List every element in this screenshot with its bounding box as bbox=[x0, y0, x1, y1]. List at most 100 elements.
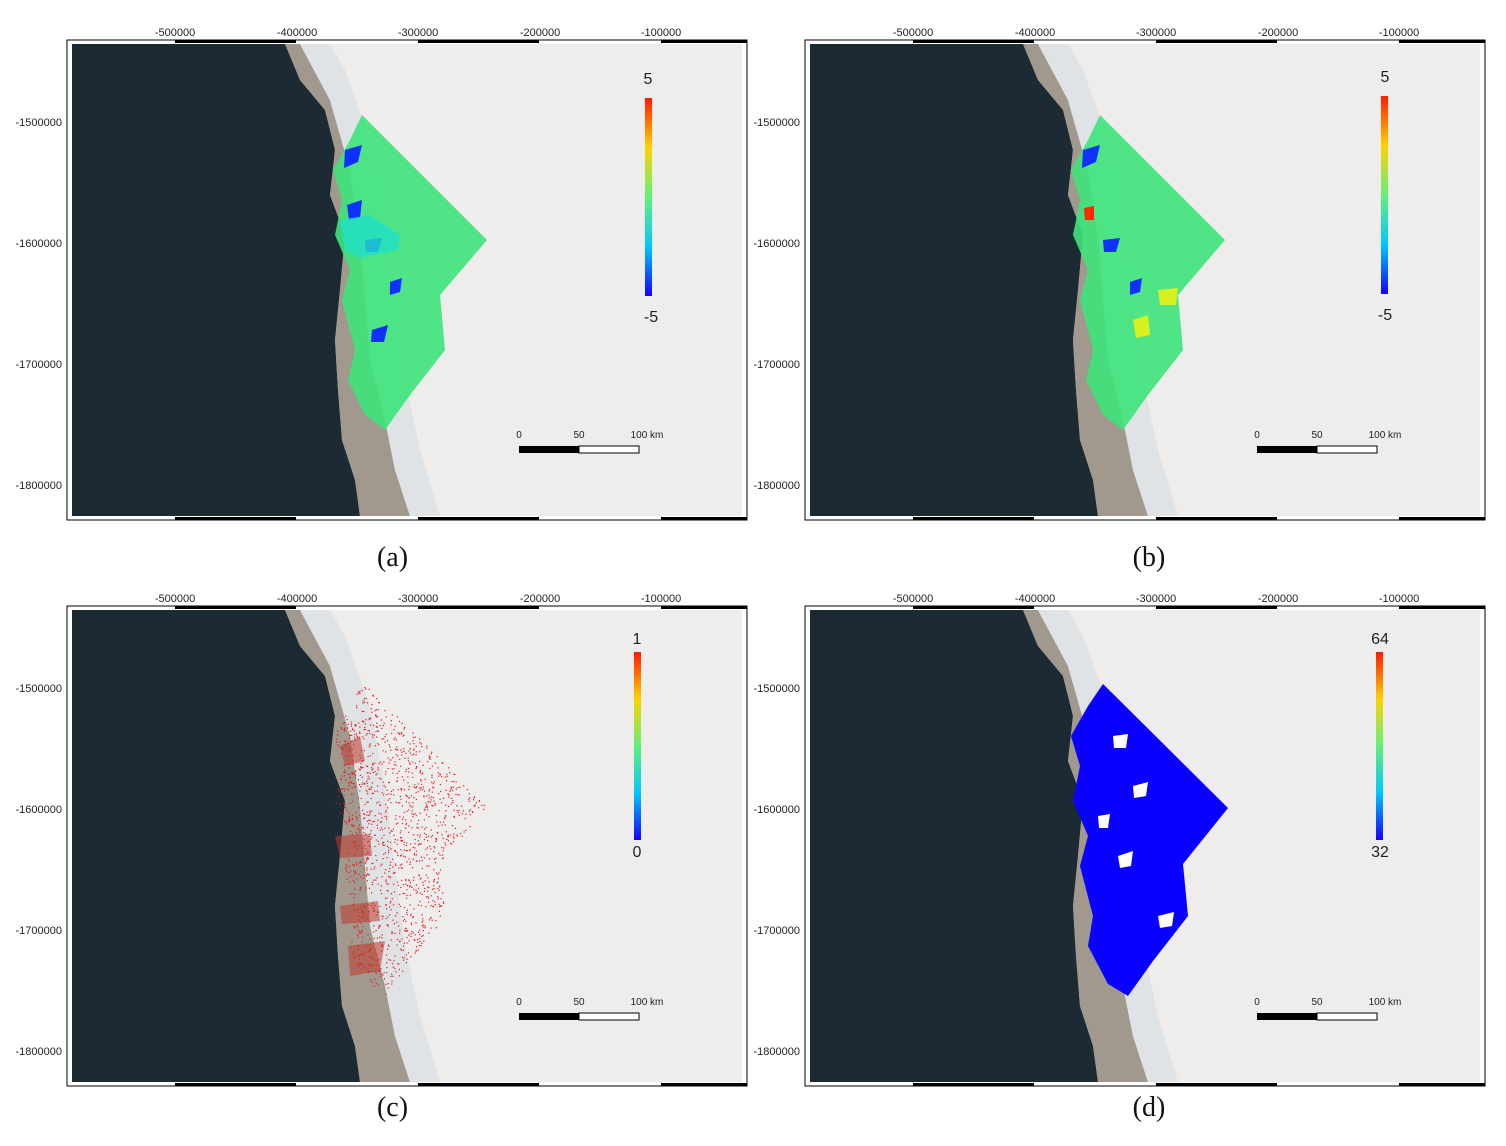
red-point bbox=[372, 771, 374, 773]
red-point bbox=[381, 934, 383, 936]
x-tick-label: -300000 bbox=[398, 593, 438, 605]
red-point bbox=[430, 917, 432, 919]
red-point bbox=[455, 794, 457, 796]
red-point bbox=[382, 750, 384, 752]
red-point bbox=[427, 896, 429, 898]
red-point bbox=[429, 845, 431, 847]
red-point bbox=[397, 802, 400, 804]
red-point bbox=[371, 767, 373, 769]
red-point bbox=[369, 812, 371, 814]
red-point bbox=[396, 780, 398, 782]
red-point bbox=[366, 733, 368, 735]
red-point bbox=[395, 749, 397, 751]
red-point bbox=[371, 981, 374, 983]
red-point bbox=[443, 902, 445, 904]
red-point bbox=[409, 752, 411, 754]
red-point bbox=[354, 926, 356, 928]
red-point bbox=[423, 926, 425, 928]
red-point bbox=[378, 702, 380, 704]
red-point bbox=[429, 756, 431, 758]
red-point bbox=[394, 725, 396, 727]
red-point bbox=[385, 918, 387, 920]
red-point bbox=[408, 934, 410, 936]
red-point bbox=[367, 856, 369, 859]
red-point bbox=[403, 942, 406, 944]
red-point bbox=[441, 824, 443, 826]
red-point bbox=[438, 910, 440, 912]
red-point bbox=[373, 925, 375, 927]
red-point bbox=[351, 734, 353, 736]
red-point bbox=[450, 788, 453, 790]
red-point bbox=[360, 762, 362, 765]
red-point bbox=[353, 864, 355, 867]
red-point bbox=[346, 788, 348, 790]
red-point bbox=[390, 830, 392, 832]
red-point bbox=[426, 806, 428, 808]
red-point bbox=[437, 898, 439, 900]
red-point bbox=[415, 798, 417, 801]
red-point bbox=[402, 893, 404, 895]
red-point bbox=[419, 929, 421, 931]
red-point bbox=[407, 885, 409, 887]
red-point bbox=[406, 810, 408, 812]
red-point bbox=[356, 736, 358, 738]
red-point bbox=[376, 859, 378, 861]
red-point bbox=[348, 821, 350, 823]
red-point bbox=[392, 772, 394, 774]
red-point bbox=[421, 773, 423, 775]
red-point bbox=[380, 821, 382, 823]
red-point bbox=[377, 984, 379, 986]
red-point bbox=[367, 814, 369, 817]
red-point bbox=[387, 916, 389, 918]
red-point bbox=[354, 776, 357, 778]
colorbar-max-label: 5 bbox=[644, 71, 653, 88]
red-point bbox=[444, 817, 446, 820]
red-point bbox=[367, 801, 369, 803]
red-point bbox=[390, 900, 392, 903]
red-point bbox=[348, 872, 350, 874]
red-point bbox=[392, 866, 394, 868]
red-point bbox=[398, 963, 400, 965]
red-point bbox=[439, 854, 441, 856]
red-point bbox=[359, 888, 362, 890]
red-point bbox=[425, 874, 427, 876]
red-point bbox=[371, 769, 373, 771]
red-point bbox=[386, 897, 388, 899]
red-point bbox=[394, 737, 396, 739]
red-point bbox=[406, 958, 408, 960]
red-point bbox=[372, 862, 374, 865]
red-point bbox=[443, 821, 445, 823]
red-point bbox=[369, 938, 371, 940]
red-point bbox=[405, 770, 407, 773]
y-tick-label: -1600000 bbox=[16, 804, 63, 816]
red-point bbox=[356, 733, 358, 735]
red-point bbox=[364, 803, 366, 806]
red-point bbox=[394, 955, 396, 957]
red-point bbox=[398, 968, 400, 971]
red-point bbox=[400, 837, 402, 839]
red-point bbox=[381, 792, 383, 794]
red-point bbox=[407, 776, 409, 778]
red-point bbox=[362, 721, 364, 723]
red-point bbox=[376, 716, 379, 718]
colorbar bbox=[634, 652, 641, 840]
red-point bbox=[420, 856, 422, 858]
red-point bbox=[427, 890, 429, 892]
red-point bbox=[471, 811, 473, 813]
red-point bbox=[414, 813, 416, 815]
red-point bbox=[402, 970, 404, 972]
red-point bbox=[402, 823, 404, 825]
red-point bbox=[473, 805, 475, 807]
red-point bbox=[336, 734, 339, 736]
red-point bbox=[363, 868, 365, 870]
red-point bbox=[377, 785, 379, 787]
red-point bbox=[406, 861, 408, 863]
red-point bbox=[350, 725, 353, 727]
red-point bbox=[391, 830, 393, 832]
red-point bbox=[390, 893, 392, 895]
red-point bbox=[389, 832, 391, 834]
red-point bbox=[362, 700, 364, 702]
red-point bbox=[427, 835, 430, 838]
red-point bbox=[369, 819, 371, 821]
red-point bbox=[365, 875, 367, 877]
